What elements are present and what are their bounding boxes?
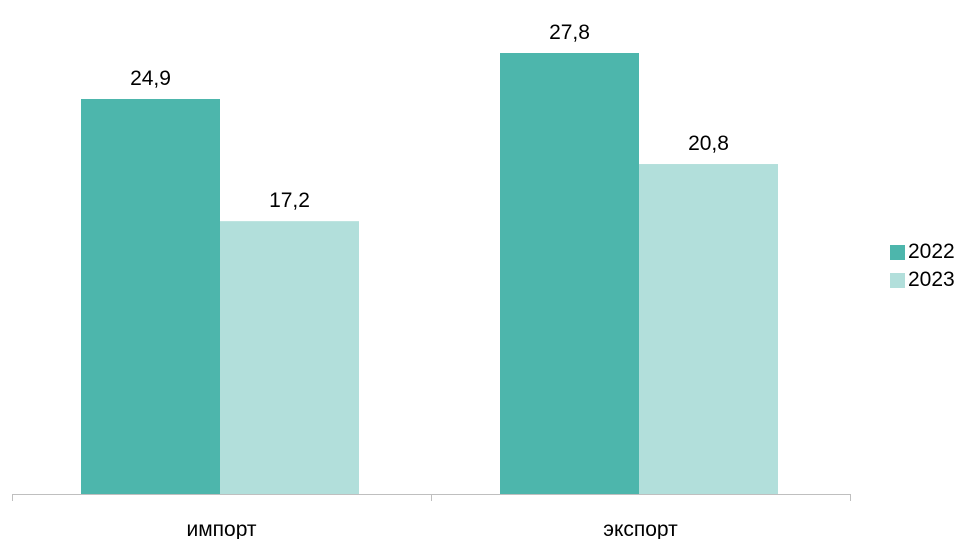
bar-2022-0 (81, 99, 220, 494)
bar-2022-1 (500, 53, 639, 494)
category-labels: импорт экспорт (186, 518, 678, 539)
legend-label-2022: 2022 (908, 240, 955, 263)
data-label-2022-1: 27,8 (549, 21, 590, 44)
legend-label-2023: 2023 (908, 268, 955, 291)
category-label-0: импорт (186, 518, 256, 539)
legend: 2022 2023 (890, 238, 955, 294)
data-label-2023-0: 17,2 (269, 189, 310, 212)
data-label-2022-0: 24,9 (130, 67, 171, 90)
category-label-1: экспорт (603, 518, 678, 539)
x-axis (12, 494, 851, 501)
bar-2023-0 (220, 221, 359, 495)
legend-swatch-2022 (890, 244, 905, 260)
legend-swatch-2023 (890, 272, 905, 288)
data-label-2023-1: 20,8 (688, 132, 729, 155)
bars (81, 53, 778, 495)
legend-item-2022: 2022 (890, 238, 955, 266)
bar-2023-1 (639, 164, 778, 495)
legend-item-2023: 2023 (890, 266, 955, 294)
data-labels: 24,9 17,2 27,8 20,8 (130, 21, 729, 212)
